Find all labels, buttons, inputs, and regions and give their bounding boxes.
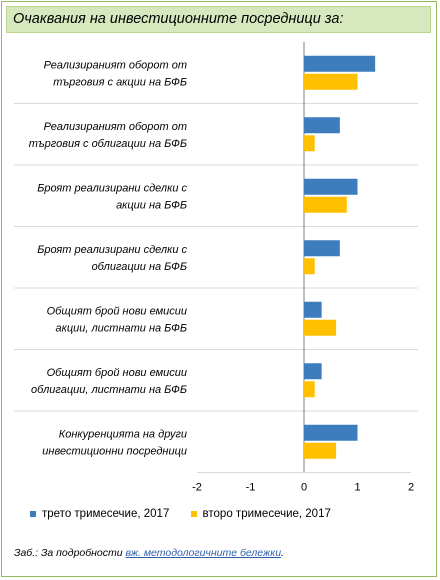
x-tick-label: -2 — [192, 482, 202, 494]
bar-2-3 — [304, 258, 315, 275]
x-tick-label: 1 — [354, 482, 360, 494]
bar-2-1 — [304, 135, 315, 152]
legend-item-series1: трето тримесечие, 2017 — [30, 508, 169, 520]
x-tick-label: 0 — [301, 482, 307, 494]
footnote: Заб.: За подробности вж. методологичните… — [14, 547, 284, 559]
legend-item-series2: второ тримесечие, 2017 — [190, 508, 331, 520]
legend: трето тримесечие, 2017 второ тримесечие,… — [30, 508, 349, 520]
category-label: облигации, листнати на БФБ — [31, 384, 187, 396]
category-label: Общият брой нови емисии — [47, 305, 187, 317]
x-tick-label: -1 — [246, 482, 256, 494]
chart-title: Очаквания на инвестиционните посредници … — [13, 11, 344, 27]
bar-2-2 — [304, 196, 347, 213]
bar-1-3 — [304, 240, 340, 257]
bar-2-4 — [304, 319, 337, 336]
title-bar: Очаквания на инвестиционните посредници … — [6, 6, 431, 33]
category-label: Конкуренцията на други — [59, 428, 187, 440]
bar-1-4 — [304, 301, 322, 318]
bar-1-2 — [304, 178, 358, 195]
category-label: Реализираният оборот от — [44, 121, 187, 133]
methodology-link[interactable]: вж. методологичните бележки — [125, 547, 282, 559]
category-label: Броят реализирани сделки с — [37, 244, 187, 256]
legend-label-series2: второ тримесечие, 2017 — [202, 508, 331, 520]
category-label: търговия с облигации на БФБ — [29, 138, 187, 150]
legend-label-series1: трето тримесечие, 2017 — [42, 508, 170, 520]
legend-swatch-series1 — [30, 511, 36, 517]
bar-1-0 — [304, 55, 376, 72]
category-label: акции на БФБ — [116, 199, 187, 211]
footnote-suffix: . — [281, 547, 284, 559]
category-label: Реализираният оборот от — [44, 59, 187, 71]
category-label: акции, листнати на БФБ — [56, 322, 187, 334]
footnote-prefix: Заб.: За подробности — [14, 547, 126, 559]
category-label: Общият брой нови емисии — [47, 367, 187, 379]
x-tick-label: 2 — [408, 482, 414, 494]
category-label: инвестиционни посредници — [42, 445, 187, 457]
legend-swatch-series2 — [190, 511, 197, 517]
bar-1-5 — [304, 363, 322, 380]
bar-2-5 — [304, 381, 315, 398]
bar-2-0 — [304, 73, 358, 90]
bar-2-6 — [304, 442, 337, 459]
bar-1-1 — [304, 117, 340, 134]
category-label: Броят реализирани сделки с — [37, 182, 187, 194]
bar-1-6 — [304, 424, 358, 441]
category-label: търговия с акции на БФБ — [53, 76, 187, 88]
category-label: облигации на БФБ — [92, 261, 187, 273]
